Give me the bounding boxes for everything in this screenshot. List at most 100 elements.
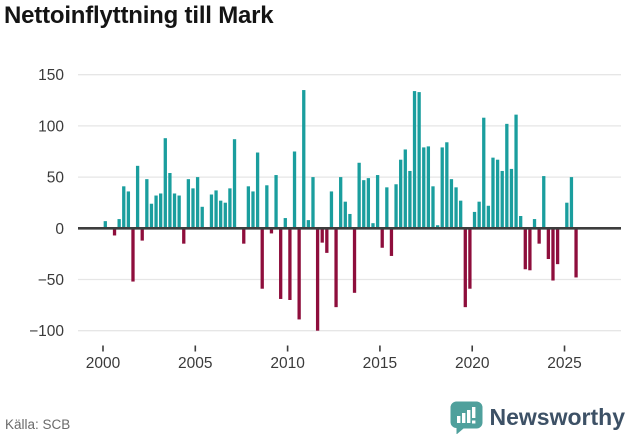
bar bbox=[542, 176, 546, 229]
bar bbox=[219, 200, 223, 229]
bar bbox=[200, 206, 204, 229]
bar bbox=[320, 228, 324, 243]
bar bbox=[435, 225, 440, 229]
logo-exclamation-dot bbox=[471, 420, 475, 424]
bar bbox=[242, 228, 246, 244]
bar bbox=[408, 170, 412, 229]
bar bbox=[311, 177, 315, 229]
bar bbox=[283, 218, 287, 229]
bar bbox=[348, 213, 352, 229]
bar bbox=[302, 90, 306, 229]
bar bbox=[255, 152, 260, 229]
bar bbox=[537, 228, 541, 244]
bar bbox=[380, 228, 384, 248]
bar bbox=[159, 193, 163, 229]
bar bbox=[491, 157, 495, 229]
bar bbox=[274, 175, 278, 229]
bar bbox=[389, 228, 394, 256]
bar bbox=[177, 195, 181, 229]
y-axis-label: 150 bbox=[38, 67, 64, 84]
bar bbox=[149, 203, 154, 229]
bar bbox=[459, 200, 463, 229]
bar bbox=[486, 205, 491, 229]
bar bbox=[394, 184, 398, 229]
bar bbox=[279, 228, 283, 299]
bar bbox=[555, 228, 560, 265]
bar bbox=[126, 191, 131, 229]
newsworthy-logo-icon bbox=[450, 401, 483, 434]
bar bbox=[477, 201, 481, 229]
bar bbox=[154, 195, 158, 229]
bar bbox=[140, 228, 144, 241]
bar bbox=[399, 159, 403, 229]
bar bbox=[385, 187, 389, 229]
bar bbox=[422, 147, 426, 229]
bar bbox=[265, 185, 269, 229]
bar bbox=[426, 146, 431, 229]
logo-bar-3 bbox=[466, 410, 470, 423]
bar bbox=[288, 228, 292, 300]
bar bbox=[375, 175, 380, 229]
bar bbox=[546, 228, 551, 260]
logo-exclamation-stem bbox=[471, 407, 475, 418]
bar bbox=[195, 177, 200, 229]
bar bbox=[135, 165, 140, 229]
brand-wordmark: Newsworthy bbox=[489, 404, 625, 430]
newsworthy-logo-link[interactable]: Newsworthy bbox=[450, 401, 625, 434]
x-axis-label: 2020 bbox=[455, 355, 490, 372]
bar bbox=[431, 186, 435, 229]
chart-title: Nettoinflyttning till Mark bbox=[4, 2, 274, 29]
y-axis-label: 50 bbox=[47, 170, 65, 187]
logo-bar-1 bbox=[456, 416, 460, 423]
bar bbox=[523, 228, 527, 270]
bar bbox=[440, 147, 444, 229]
bar bbox=[186, 179, 191, 229]
bar bbox=[325, 228, 329, 253]
x-axis-label: 2000 bbox=[86, 355, 121, 372]
bar bbox=[329, 191, 334, 229]
bar bbox=[269, 228, 274, 234]
bar bbox=[528, 228, 532, 271]
bar bbox=[334, 228, 338, 308]
bar bbox=[412, 91, 417, 229]
y-axis-label: 0 bbox=[55, 221, 64, 238]
bar bbox=[117, 219, 121, 229]
bar bbox=[163, 138, 167, 229]
bar bbox=[519, 216, 523, 229]
y-axis-label: −50 bbox=[38, 272, 65, 289]
bar bbox=[472, 211, 477, 229]
x-axis-label: 2025 bbox=[547, 355, 581, 372]
bar bbox=[145, 179, 149, 229]
bar bbox=[223, 202, 227, 229]
bar bbox=[495, 159, 500, 229]
bar bbox=[232, 139, 237, 229]
bar bbox=[509, 168, 514, 229]
bar bbox=[122, 186, 126, 229]
bar bbox=[445, 142, 449, 229]
bar bbox=[371, 223, 375, 229]
bar bbox=[191, 188, 195, 229]
bar bbox=[297, 228, 301, 320]
bar bbox=[292, 151, 297, 229]
bar bbox=[514, 114, 518, 229]
bar bbox=[463, 228, 467, 308]
bar bbox=[172, 193, 177, 229]
bar bbox=[315, 228, 320, 331]
bar bbox=[214, 190, 218, 229]
bar bbox=[403, 149, 407, 229]
source-caption: Källa: SCB bbox=[5, 417, 71, 432]
bar bbox=[500, 170, 504, 229]
bar bbox=[449, 179, 454, 229]
logo-bubble-shape bbox=[450, 401, 483, 434]
bar bbox=[366, 178, 371, 229]
bar bbox=[246, 186, 251, 229]
bar bbox=[251, 191, 255, 229]
logo-bar-2 bbox=[461, 413, 465, 423]
bar bbox=[454, 187, 458, 229]
bar bbox=[565, 202, 569, 229]
bar bbox=[168, 173, 172, 229]
bar bbox=[182, 228, 186, 244]
x-axis-label: 2005 bbox=[178, 355, 212, 372]
x-axis-label: 2015 bbox=[363, 355, 397, 372]
x-axis-label: 2010 bbox=[270, 355, 305, 372]
